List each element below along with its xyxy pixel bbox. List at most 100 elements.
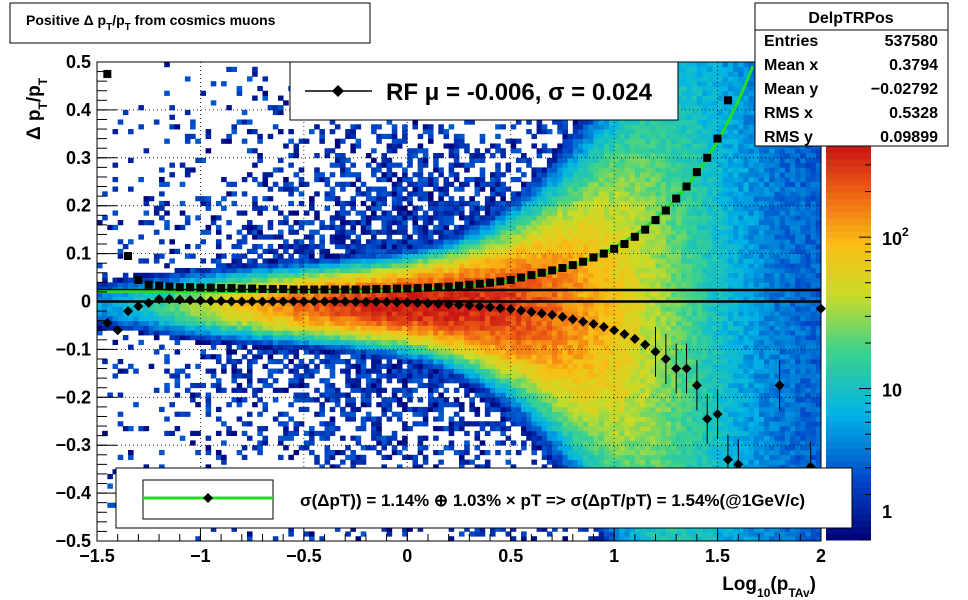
heat-cell <box>422 263 429 269</box>
heat-cell <box>500 196 506 202</box>
heat-cell <box>298 363 305 369</box>
heat-cell <box>417 272 424 278</box>
heat-cell <box>567 244 574 250</box>
heat-cell <box>427 234 434 240</box>
heat-cell <box>531 354 537 360</box>
heat-cell <box>484 224 491 231</box>
heat-cell <box>438 315 444 322</box>
heat-cell <box>541 421 548 427</box>
heat-cell <box>153 277 160 283</box>
heat-cell <box>407 210 413 216</box>
heat-cell <box>329 354 336 360</box>
heat-cell <box>417 191 424 197</box>
heat-cell <box>381 220 387 226</box>
heat-cell <box>334 526 341 532</box>
heat-cell <box>557 464 563 470</box>
heat-cell <box>324 277 331 283</box>
heat-cell <box>252 224 258 231</box>
heat-cell <box>278 339 284 346</box>
heat-cell <box>334 354 341 360</box>
heat-cell <box>531 330 537 336</box>
heat-cell <box>391 205 398 211</box>
heat-cell <box>464 373 470 379</box>
heat-cell <box>278 157 284 163</box>
heat-cell <box>588 382 594 389</box>
heat-cell <box>128 344 134 350</box>
heat-cell <box>159 449 165 456</box>
heat-cell <box>593 296 600 302</box>
heat-cell <box>417 339 424 346</box>
heat-cell <box>293 239 300 245</box>
heat-cell <box>190 315 196 322</box>
heat-cell <box>505 339 512 346</box>
heat-cell <box>314 167 320 173</box>
heat-cell <box>112 311 119 317</box>
heat-cell <box>443 267 450 274</box>
heat-cell <box>552 291 558 298</box>
heat-cell <box>433 397 439 403</box>
heat-cell <box>448 172 455 178</box>
heat-cell <box>195 363 201 369</box>
heat-cell <box>246 172 253 178</box>
heat-cell <box>583 291 589 298</box>
heat-cell <box>422 253 429 259</box>
heat-cell <box>531 267 537 274</box>
heat-cell <box>526 344 532 350</box>
heat-cell <box>484 210 491 216</box>
heat-cell <box>588 406 594 413</box>
heat-cell <box>572 378 579 384</box>
heat-cell <box>334 335 341 341</box>
heat-cell <box>226 315 232 322</box>
heat-cell <box>257 282 263 288</box>
heat-cell <box>572 311 579 317</box>
heat-cell <box>562 311 568 317</box>
heat-cell <box>210 368 217 374</box>
chart-title-post: from cosmics muons <box>131 12 276 28</box>
heat-cell <box>262 402 269 408</box>
heat-cell <box>469 157 475 163</box>
heat-cell <box>469 325 475 331</box>
heat-cell <box>215 339 222 346</box>
heat-cell <box>283 411 289 417</box>
heat-cell <box>386 330 393 336</box>
heat-cell <box>195 325 201 331</box>
heat-cell <box>231 373 238 379</box>
heat-cell <box>526 397 532 403</box>
heat-cell <box>272 325 279 331</box>
heat-cell <box>184 325 191 331</box>
heat-cell <box>427 248 434 254</box>
heat-cell <box>138 272 144 278</box>
heat-cell <box>583 368 589 374</box>
heat-cell <box>164 330 170 336</box>
heat-cell <box>153 291 160 298</box>
heat-cell <box>541 253 548 259</box>
heat-cell <box>474 148 481 154</box>
heat-cell <box>417 234 424 240</box>
heat-cell <box>241 253 248 259</box>
heat-cell <box>360 272 367 278</box>
heat-cell <box>396 416 403 422</box>
heat-cell <box>459 335 465 341</box>
heat-cell <box>603 373 610 379</box>
heat-cell <box>169 291 175 298</box>
heat-cell <box>510 176 517 183</box>
heat-cell <box>567 435 574 441</box>
heat-cell <box>350 124 356 130</box>
heat-cell <box>531 344 537 350</box>
heat-cell <box>179 272 186 278</box>
heat-cell <box>386 526 393 532</box>
heat-cell <box>283 330 289 336</box>
heat-cell <box>588 167 594 173</box>
heat-cell <box>593 234 600 240</box>
heat-cell <box>407 176 413 183</box>
heat-cell <box>376 435 382 441</box>
heat-cell <box>593 536 600 542</box>
heat-cell <box>572 186 579 192</box>
heat-cell <box>298 200 305 207</box>
heat-cell <box>479 133 486 140</box>
heat-cell <box>448 153 455 159</box>
heat-cell <box>469 229 475 235</box>
heat-cell <box>541 220 548 226</box>
heat-cell <box>521 224 527 231</box>
heat-cell <box>593 344 600 350</box>
